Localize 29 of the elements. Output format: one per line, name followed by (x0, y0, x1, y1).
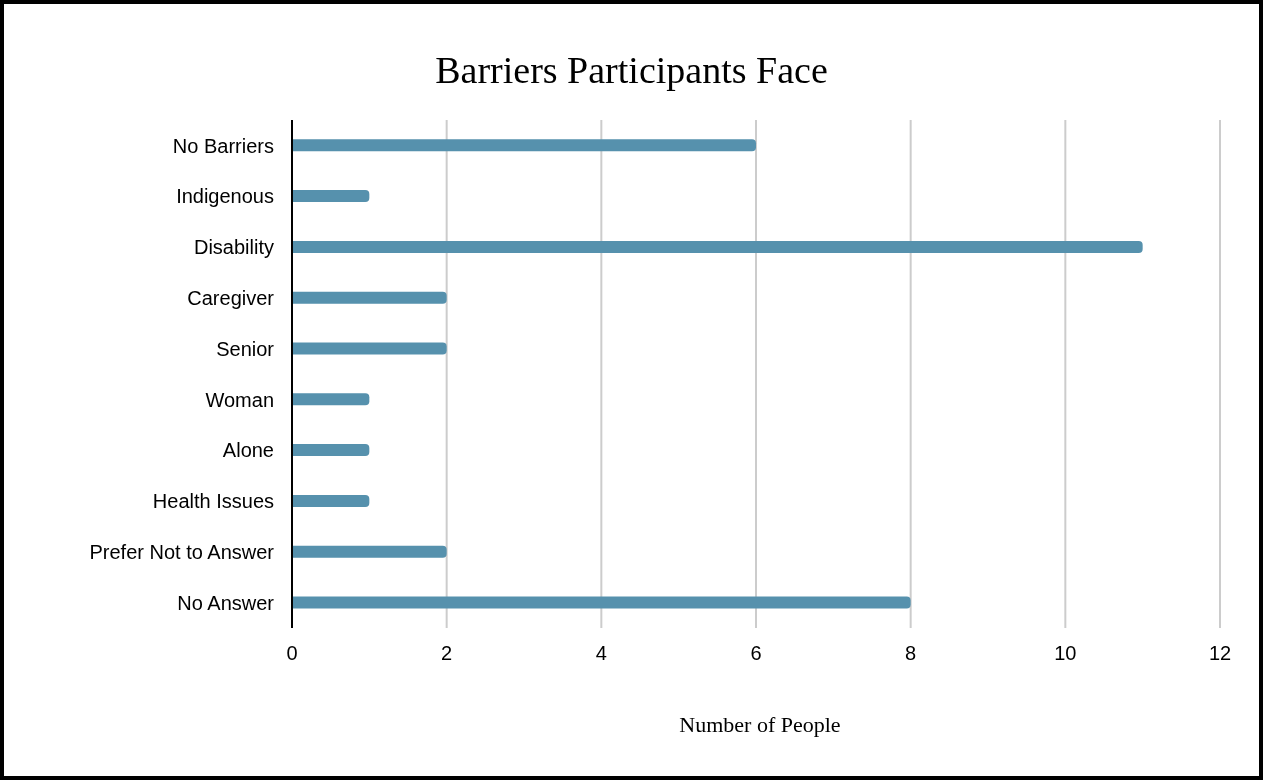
y-tick-label: Health Issues (152, 490, 274, 513)
bar (292, 393, 370, 406)
y-tick-label: Disability (193, 236, 274, 259)
y-tick-label: No Barriers (172, 134, 274, 157)
y-tick-label: Senior (216, 337, 275, 360)
x-tick-label: 4 (595, 642, 607, 665)
bar (292, 190, 370, 203)
y-tick-label: Caregiver (187, 286, 275, 309)
x-tick-label: 6 (750, 642, 762, 665)
x-tick-label: 10 (1054, 642, 1077, 665)
x-tick-label: 2 (441, 642, 453, 665)
x-tick-label: 8 (905, 642, 917, 665)
y-tick-label: Prefer Not to Answer (89, 540, 275, 563)
bar (292, 494, 370, 507)
bar (292, 444, 370, 457)
bar (292, 240, 1143, 253)
y-tick-label: Woman (205, 388, 274, 411)
bar (292, 291, 447, 304)
y-tick-label: Indigenous (176, 185, 274, 208)
chart-title: Barriers Participants Face (434, 48, 829, 92)
x-tick-label: 0 (286, 642, 298, 665)
y-tick-label: Alone (222, 439, 274, 462)
x-axis-title: Number of People (678, 712, 842, 738)
bar (292, 139, 756, 152)
bar (292, 545, 447, 558)
y-tick-label: No Answer (177, 591, 275, 614)
bar (292, 596, 911, 609)
x-tick-label: 12 (1208, 642, 1232, 665)
bar (292, 342, 447, 355)
